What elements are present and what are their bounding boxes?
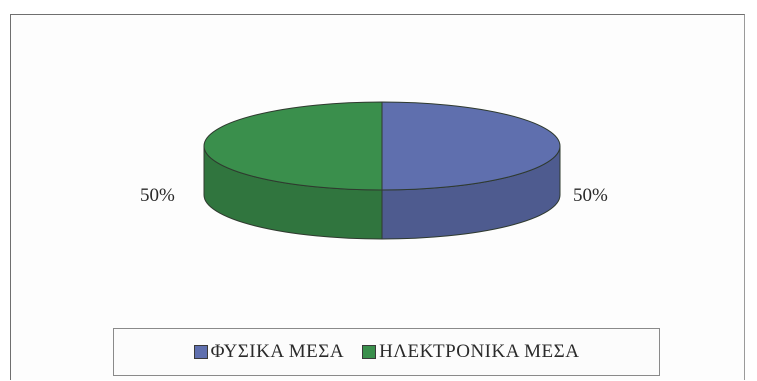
legend-item-physical: ΦΥΣΙΚΑ ΜΕΣΑ bbox=[193, 341, 345, 363]
data-label-physical: 50% bbox=[573, 185, 608, 206]
legend-swatch-physical bbox=[193, 345, 208, 359]
legend-swatch-electronic bbox=[362, 345, 377, 359]
pie-slice-physical bbox=[381, 101, 561, 191]
legend-item-electronic: ΗΛΕΚΤΡΟΝΙΚΑ ΜΕΣΑ bbox=[362, 341, 579, 363]
data-label-electronic: 50% bbox=[140, 185, 175, 206]
chart-legend: ΦΥΣΙΚΑ ΜΕΣΑ ΗΛΕΚΤΡΟΝΙΚΑ ΜΕΣΑ bbox=[113, 328, 660, 376]
legend-label-physical: ΦΥΣΙΚΑ ΜΕΣΑ bbox=[210, 341, 345, 362]
pie-slice-electronic bbox=[203, 101, 383, 191]
legend-label-electronic: ΗΛΕΚΤΡΟΝΙΚΑ ΜΕΣΑ bbox=[379, 341, 580, 362]
